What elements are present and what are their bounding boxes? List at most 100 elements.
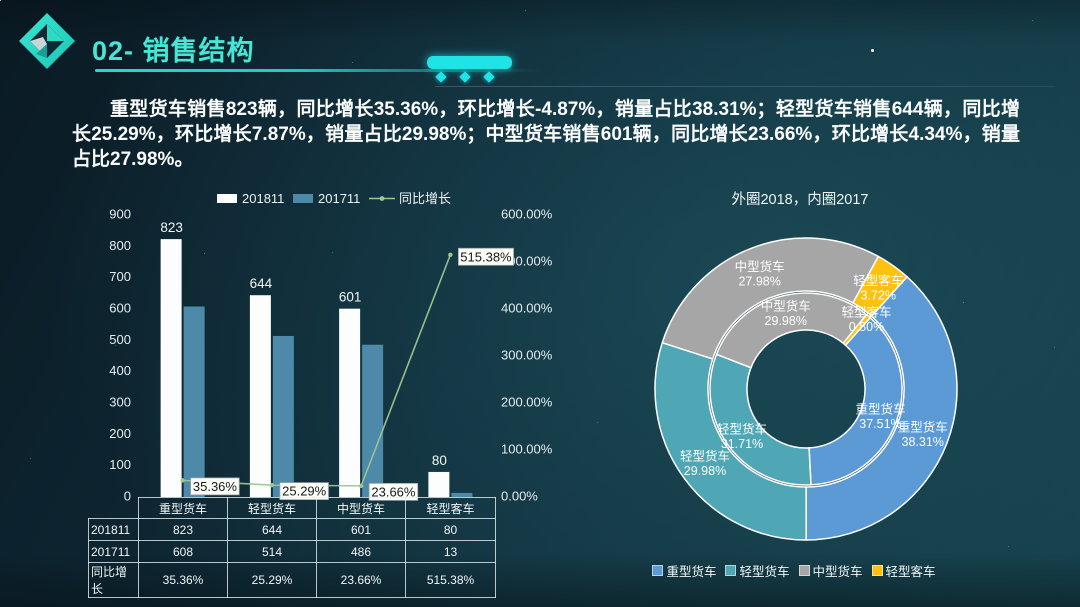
left-axis-tick: 200 [109,426,131,441]
table-corner-cell [89,498,139,519]
growth-line-point [358,483,364,489]
table-cell: 13 [405,540,496,563]
donut-legend-item: 中型货车 [798,561,863,580]
donut-segment-2018-轻型货车 [654,341,807,541]
bar-value-label: 80 [432,453,447,468]
table-cell: 608 [138,540,228,563]
legend-label: 中型货车 [812,565,863,579]
donut-label: 重型货车 38.31% [898,420,948,450]
left-axis-tick: 500 [109,332,131,347]
legend-swatch [871,565,883,576]
donut-chart: 重型货车 38.31% 轻型货车 29.98% 中型货车 27.98% 轻型客车 3.72% 重… [650,233,962,545]
legend-swatch-201811 [217,194,237,203]
legend-line-dot [379,196,385,201]
bar-201811-中型货车 [339,308,361,497]
table-cell: 35.36% [138,562,228,598]
growth-label-box [190,477,240,496]
donut-segment-2017-重型货车 [808,316,903,486]
data-table: 重型货车 轻型货车 中型货车 轻型客车 201811 823 644 601 80 201711 6… [88,497,496,598]
right-axis-tick: 600.00% [501,206,553,221]
decor-diamond-icon [435,71,447,83]
growth-label: 25.29% [282,484,327,499]
bar-201711-轻型客车 [451,492,473,497]
table-cell: 25.29% [227,562,317,598]
bar-value-label: 823 [160,220,183,235]
donut-legend-item: 轻型货车 [725,561,790,580]
table-col-header: 轻型客车 [405,497,496,519]
table-cell: 601 [316,518,406,541]
growth-label: 23.66% [371,484,416,499]
donut-segment-2018-中型货车 [661,237,880,360]
growth-line-point [269,482,275,488]
right-axis-tick: 200.00% [501,394,553,409]
table-row-label: 201811 [88,518,139,541]
table-cell: 486 [316,540,406,563]
donut-legend: 重型货车 轻型货车 中型货车 轻型客车 [634,561,954,580]
donut-segment-2017-轻型货车 [709,353,812,486]
donut-label: 中型货车 29.98% [761,299,811,329]
donut-label: 轻型货车 31.71% [717,421,767,451]
growth-line-point [180,478,185,483]
table-col-header: 轻型货车 [227,497,317,519]
legend-label: 201811 [242,191,284,206]
table-row: 同比增长 35.36% 25.29% 23.66% 515.38% [88,562,496,598]
legend-label: 201711 [318,191,360,206]
table-cell: 23.66% [316,562,406,598]
donut-label: 重型货车 37.51% [855,401,905,431]
bar-201811-重型货车 [160,239,182,498]
sales-combo-chart: 0 100 200 300 400 500 600 700 800 900 0.00% 100.00%… [85,186,555,504]
growth-line-point [448,252,453,257]
table-cell: 823 [138,518,228,541]
donut-title: 外圈2018，内圈2017 [731,192,869,208]
decor-bar [427,56,512,69]
legend-swatch [798,565,810,576]
donut-label: 轻型客车 0.80% [841,304,891,334]
logo-icon [19,13,75,69]
donut-segment-2018-轻型客车 [852,255,908,317]
legend-label: 重型货车 [666,565,717,579]
bar-201811-轻型客车 [428,471,450,497]
growth-line [182,254,452,487]
legend-label: 同比增长 [399,191,451,206]
donut-segment-2018-重型货车 [805,276,958,541]
legend-swatch-201711 [293,194,313,203]
page-title: 02- 销售结构 [92,36,255,66]
donut-label: 中型货车 27.98% [735,259,785,289]
header-divider-line [435,86,1055,87]
donut-segment-2017-轻型客车 [842,313,871,346]
table-cell: 514 [227,540,317,563]
decor-diamond-icon [459,71,471,83]
table-col-header: 重型货车 [138,497,228,519]
table-cell: 80 [405,518,496,541]
left-axis-tick: 700 [109,269,131,284]
right-axis-tick: 100.00% [501,441,553,456]
right-axis-tick: 0.00% [501,488,538,503]
bar-201711-中型货车 [362,344,384,497]
left-axis-tick: 300 [109,394,131,409]
right-axis-tick: 300.00% [501,347,553,362]
growth-label-box [457,247,514,266]
growth-label: 515.38% [460,249,512,264]
title-underline [95,69,540,72]
growth-label: 35.36% [193,479,238,494]
bar-201711-轻型货车 [272,335,294,497]
table-row-label: 201711 [88,540,139,563]
table-row: 201711 608 514 486 13 [88,540,496,563]
left-axis-tick: 100 [109,457,131,472]
bar-value-label: 601 [339,290,362,305]
left-axis-tick: 0 [124,488,131,503]
summary-text: 重型货车销售823辆，同比增长35.36%，环比增长-4.87%，销量占比38.… [72,99,1020,170]
table-cell: 644 [227,518,317,541]
legend-label: 轻型客车 [885,565,936,579]
bar-201711-重型货车 [183,306,205,497]
table-row: 201811 823 644 601 80 [88,518,496,541]
donut-legend-item: 轻型客车 [871,561,936,580]
donut-legend-item: 重型货车 [652,561,716,580]
left-axis-tick: 900 [109,206,131,221]
decor-diamond-icon [483,71,495,83]
left-axis-tick: 600 [109,300,131,315]
legend-swatch [652,565,664,576]
star-field [0,0,1,1]
legend-label: 轻型货车 [739,565,790,579]
table-col-header: 中型货车 [316,497,406,519]
